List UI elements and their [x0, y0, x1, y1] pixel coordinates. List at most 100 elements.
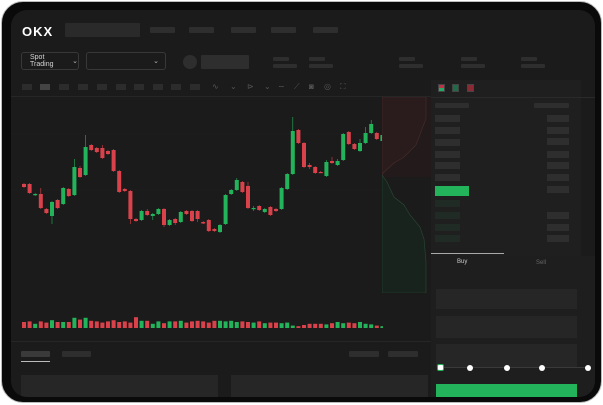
stat-value	[273, 64, 297, 68]
slider-mark-25[interactable]	[467, 365, 473, 371]
candle-body	[106, 151, 110, 154]
slider-handle[interactable]	[437, 364, 444, 371]
slider-track[interactable]	[440, 367, 590, 368]
interval-button[interactable]	[116, 84, 126, 90]
bid-amount	[547, 235, 569, 242]
candle-body	[335, 161, 340, 165]
volume-bar	[66, 322, 71, 328]
orderbook-bids-icon[interactable]	[452, 84, 459, 92]
volume-bar	[72, 317, 77, 328]
tab-buy[interactable]: Buy	[457, 259, 468, 265]
volume-bar	[33, 323, 38, 328]
candle-body	[44, 209, 49, 213]
candle-body	[374, 133, 379, 139]
chevron-down-icon[interactable]: ⌄	[264, 82, 271, 91]
volume-bar	[117, 322, 122, 328]
ask-price[interactable]	[435, 127, 460, 134]
search-bar[interactable]	[65, 23, 140, 37]
slider-mark-100[interactable]	[585, 365, 591, 371]
candle-body	[89, 145, 94, 150]
trading-mode-select[interactable]: Spot Trading ⌄	[21, 52, 79, 70]
volume-bar	[27, 321, 32, 328]
ask-price[interactable]	[435, 162, 460, 169]
nav-item[interactable]	[231, 27, 256, 33]
divider	[11, 341, 431, 342]
candle-body	[33, 194, 38, 196]
candle-body	[234, 180, 239, 190]
bid-price[interactable]	[435, 235, 460, 242]
interval-button[interactable]	[78, 84, 88, 90]
line-icon[interactable]: ∼	[278, 82, 285, 91]
interval-button[interactable]	[153, 84, 163, 90]
ask-amount	[547, 151, 569, 158]
divider	[11, 96, 431, 97]
nav-item[interactable]	[313, 27, 338, 33]
volume-bar	[195, 320, 200, 328]
candle-body	[229, 190, 234, 194]
volume-bar	[352, 323, 357, 328]
volume-bar	[330, 323, 334, 328]
interval-button[interactable]	[22, 84, 32, 90]
tab-open-orders[interactable]	[21, 351, 50, 357]
interval-button[interactable]	[134, 84, 144, 90]
stat-label	[461, 57, 477, 61]
volume-bar	[44, 322, 49, 328]
interval-button[interactable]	[190, 84, 200, 90]
volume-bar	[290, 325, 295, 328]
tab-sell[interactable]: Sell	[536, 260, 547, 266]
ask-price[interactable]	[435, 174, 460, 181]
ask-price[interactable]	[435, 115, 460, 122]
orderbook-both-icon[interactable]	[438, 84, 445, 92]
coin-icon	[183, 55, 197, 69]
fullscreen-icon[interactable]: ⛶	[340, 82, 346, 91]
nav-item[interactable]	[150, 27, 175, 33]
volume-bar	[279, 323, 284, 328]
slider-mark-50[interactable]	[504, 365, 510, 371]
tab-order-history[interactable]	[62, 351, 91, 357]
interval-button[interactable]	[40, 84, 50, 90]
interval-button[interactable]	[59, 84, 69, 90]
candle-body	[212, 229, 217, 231]
buy-button[interactable]	[436, 384, 577, 397]
candle-body	[173, 219, 178, 223]
ask-price[interactable]	[435, 151, 460, 158]
chevron-down-icon[interactable]: ⌄	[230, 82, 237, 91]
bid-price[interactable]	[435, 212, 460, 219]
ask-price[interactable]	[435, 139, 460, 146]
ask-amount	[547, 186, 569, 193]
nav-item[interactable]	[189, 27, 214, 33]
candle-body	[307, 165, 312, 167]
candlestick-chart[interactable]	[11, 10, 383, 340]
total-input[interactable]	[436, 344, 577, 368]
volume-bar	[128, 322, 133, 328]
pair-select[interactable]: ⌄	[86, 52, 166, 70]
camera-icon[interactable]: ◙	[309, 82, 314, 91]
volume-bar	[173, 321, 178, 328]
candle-body	[346, 132, 351, 144]
interval-button[interactable]	[171, 84, 181, 90]
draw-icon[interactable]: ⊳	[247, 82, 254, 91]
depth-bid-line	[382, 174, 427, 293]
price-input[interactable]	[436, 289, 577, 309]
interval-button[interactable]	[97, 84, 107, 90]
settings-icon[interactable]: ◎	[324, 82, 331, 91]
candle-body	[279, 188, 284, 209]
stat-label	[399, 57, 415, 61]
bid-price[interactable]	[435, 200, 460, 207]
last-price[interactable]	[435, 186, 469, 196]
volume-bar	[201, 321, 206, 328]
candle-body	[268, 207, 273, 215]
okx-logo[interactable]: OKX	[22, 24, 54, 39]
filter-button[interactable]	[349, 351, 379, 357]
orderbook-asks-icon[interactable]	[467, 84, 474, 92]
amount-input[interactable]	[436, 316, 577, 338]
slider-mark-75[interactable]	[539, 365, 545, 371]
candle-body	[290, 131, 295, 174]
bid-price[interactable]	[435, 224, 460, 231]
indicator-icon[interactable]: ∿	[212, 82, 219, 91]
ask-amount	[547, 174, 569, 181]
filter-button[interactable]	[388, 351, 418, 357]
ruler-icon[interactable]: ⟋	[294, 82, 300, 91]
nav-item[interactable]	[271, 27, 296, 33]
